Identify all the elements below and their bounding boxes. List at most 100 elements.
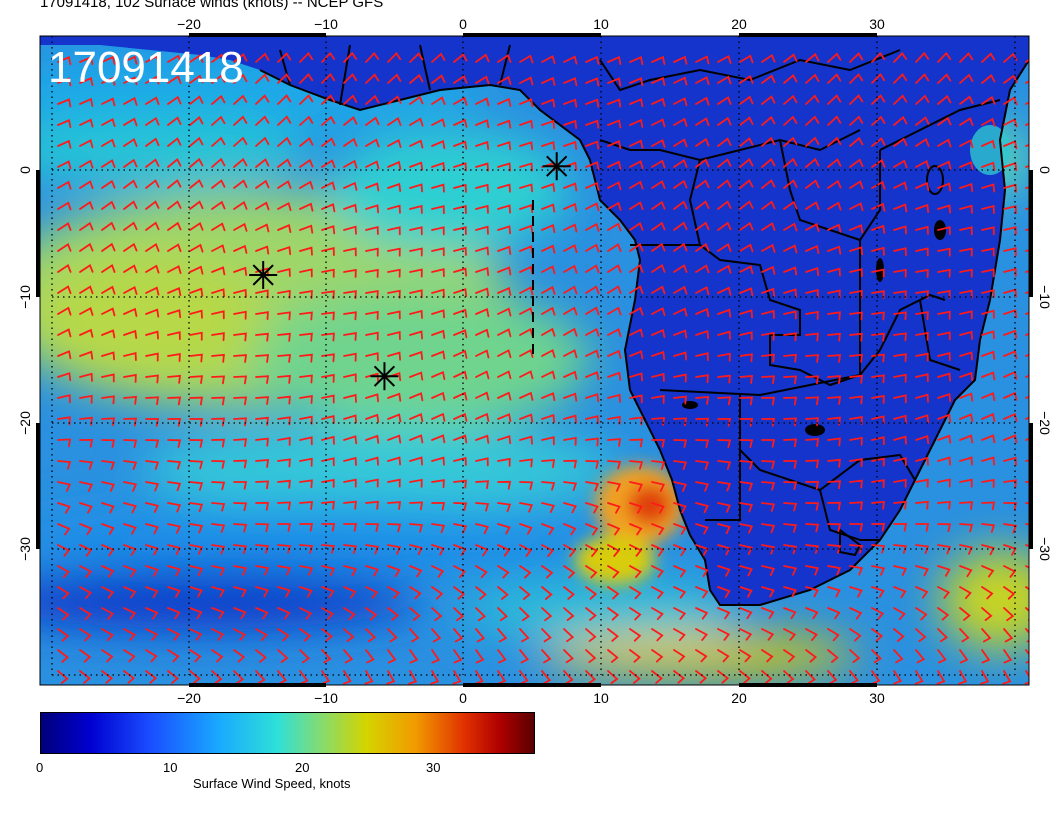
wind-barb <box>871 479 885 489</box>
wind-barb <box>805 157 820 168</box>
wind-barb <box>79 159 94 169</box>
wind-barb <box>981 268 995 278</box>
wind-barb <box>959 268 973 278</box>
wind-barb <box>827 115 842 126</box>
wind-barb <box>255 354 270 363</box>
wind-barb <box>299 311 313 321</box>
wind-barb <box>871 607 885 620</box>
wind-barb <box>57 394 71 404</box>
wind-barb <box>893 670 903 685</box>
wind-barb <box>1003 628 1014 643</box>
wind-barb <box>123 55 138 65</box>
wind-barb <box>145 460 160 470</box>
wind-barb <box>431 501 446 511</box>
wind-barb <box>497 670 507 685</box>
wind-barb <box>189 136 204 147</box>
wind-barb <box>717 586 731 598</box>
wind-barb <box>475 502 490 512</box>
wind-barb <box>211 222 226 232</box>
wind-barb <box>343 565 357 577</box>
lat-tick-right-3: −30 <box>1037 537 1053 561</box>
wind-barb <box>585 586 598 600</box>
wind-barb <box>893 137 908 147</box>
wind-barb <box>57 139 72 149</box>
wind-barb <box>695 96 710 106</box>
wind-barb <box>673 523 687 535</box>
wind-barb <box>452 670 462 685</box>
wind-barb <box>607 77 622 87</box>
wind-barb <box>167 157 182 168</box>
wind-barb <box>189 265 204 275</box>
wind-barb <box>57 119 72 128</box>
wind-barb <box>497 586 509 600</box>
wind-barb <box>827 628 840 642</box>
wind-barb <box>981 330 995 340</box>
wind-barb <box>387 247 401 257</box>
wind-barb <box>673 76 688 86</box>
wind-barb <box>497 307 512 317</box>
wind-barb <box>430 670 440 685</box>
wind-barb <box>563 502 577 514</box>
wind-barb <box>233 481 248 490</box>
wind-barb <box>827 158 842 168</box>
wind-barb <box>387 268 401 278</box>
wind-barb <box>541 481 556 491</box>
wind-barb <box>431 329 446 339</box>
wind-barb <box>233 332 247 342</box>
wind-barb <box>871 51 886 63</box>
wind-barb <box>959 478 973 488</box>
wind-barb <box>563 414 577 424</box>
wind-barb <box>431 350 446 360</box>
wind-barb <box>365 649 375 664</box>
wind-barb <box>893 115 908 126</box>
wind-barb <box>893 225 907 235</box>
wind-barb <box>79 438 94 448</box>
wind-barb <box>453 308 468 318</box>
wind-barb <box>57 372 72 382</box>
wind-barb <box>739 649 752 663</box>
wind-barb <box>211 200 226 210</box>
wind-barb <box>475 565 488 579</box>
wind-barb <box>519 98 534 108</box>
wind-barb <box>343 203 358 213</box>
wind-barb <box>299 290 313 299</box>
wind-barb <box>827 501 842 511</box>
wind-barb <box>365 565 379 577</box>
wind-barb <box>893 181 908 191</box>
wind-barb <box>827 311 841 321</box>
wind-barb <box>1003 391 1018 401</box>
wind-barb <box>981 434 996 444</box>
wind-barb <box>871 180 886 190</box>
wind-barb <box>211 53 226 63</box>
wind-barb <box>343 478 357 488</box>
wind-barb <box>123 586 137 599</box>
wind-barb <box>409 565 423 578</box>
wind-barb <box>277 224 292 233</box>
wind-barb <box>717 137 732 147</box>
wind-barb <box>717 628 731 641</box>
wind-barb <box>123 395 138 405</box>
wind-barb <box>695 649 708 663</box>
wind-barb <box>497 523 511 535</box>
wind-barb <box>585 460 600 469</box>
wind-barb <box>167 95 182 105</box>
wind-barb <box>123 221 138 231</box>
wind-barb <box>211 136 226 147</box>
wind-barb <box>717 96 732 105</box>
wind-barb <box>695 55 710 65</box>
wind-barb <box>673 607 687 620</box>
wind-barb <box>827 289 841 299</box>
wind-barb <box>343 607 356 621</box>
wind-barb <box>57 607 70 621</box>
wind-barb <box>365 310 379 320</box>
wind-barb <box>783 332 797 342</box>
wind-barb <box>981 412 996 422</box>
wind-barb <box>739 158 754 168</box>
wind-barb <box>57 98 72 108</box>
wind-barb <box>761 353 775 363</box>
wind-barb <box>475 457 489 467</box>
wind-barb <box>189 95 204 105</box>
wind-barb <box>783 288 797 298</box>
wind-barb <box>475 162 489 172</box>
